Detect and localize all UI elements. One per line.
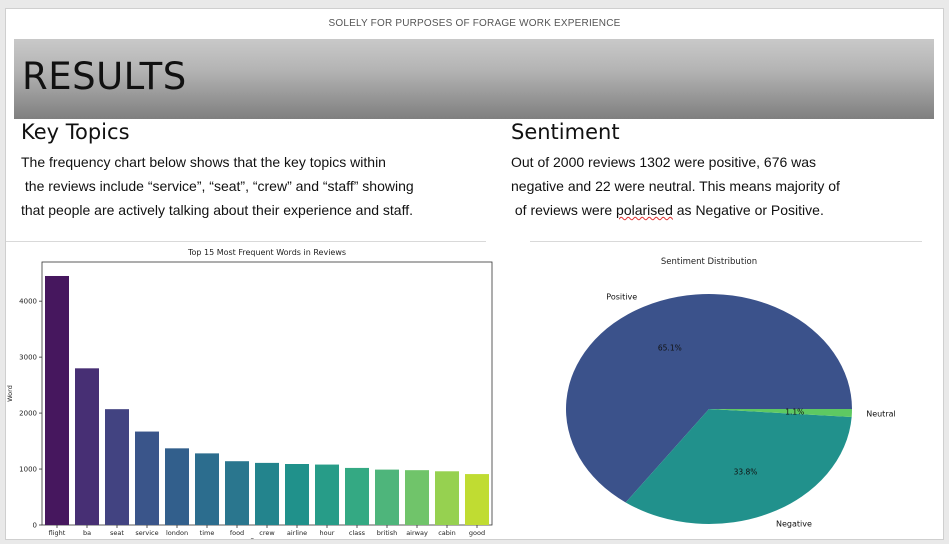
key-topics-paragraph: The frequency chart below shows that the…	[21, 150, 414, 222]
chart-title: Top 15 Most Frequent Words in Reviews	[187, 248, 346, 257]
bar	[45, 275, 69, 525]
divider	[6, 241, 486, 242]
chart-title: Sentiment Distribution	[661, 257, 757, 267]
pie-category-label: Negative	[776, 519, 812, 528]
bar	[75, 368, 99, 525]
bar	[255, 462, 279, 525]
key-topics-line: The frequency chart below shows that the…	[21, 154, 386, 170]
sentiment-line: of reviews were polarised as Negative or…	[511, 198, 840, 222]
bar	[345, 467, 369, 525]
x-axis-label: Frequency	[250, 537, 284, 539]
title-band: RESULTS	[14, 39, 934, 119]
x-tick-label: food	[230, 529, 244, 537]
header-note: SOLELY FOR PURPOSES OF FORAGE WORK EXPER…	[328, 18, 621, 29]
y-tick-label: 0	[33, 522, 37, 530]
key-topics-heading: Key Topics	[21, 120, 130, 144]
key-topics-line: the reviews include “service”, “seat”, “…	[21, 178, 414, 194]
bar	[195, 453, 219, 525]
x-tick-label: class	[349, 529, 366, 537]
sentiment-heading: Sentiment	[511, 120, 620, 144]
bar	[285, 464, 309, 525]
x-tick-label: service	[135, 529, 158, 537]
x-tick-label: hour	[320, 529, 335, 537]
pie-category-label: Neutral	[866, 409, 896, 418]
sentiment-paragraph: Out of 2000 reviews 1302 were positive, …	[511, 150, 840, 222]
x-tick-label: airway	[406, 529, 428, 537]
y-tick-label: 2000	[19, 410, 37, 418]
bar	[465, 474, 489, 525]
divider	[530, 241, 922, 242]
slide: SOLELY FOR PURPOSES OF FORAGE WORK EXPER…	[5, 8, 944, 540]
bar-chart: Top 15 Most Frequent Words in Reviews 0 10…	[6, 248, 493, 539]
sentiment-line: negative and 22 were neutral. This means…	[511, 178, 840, 194]
spellcheck-word: polarised	[616, 202, 673, 218]
pie-pct-label: 65.1%	[658, 344, 682, 353]
bar	[165, 448, 189, 525]
x-tick-label: london	[166, 529, 188, 537]
x-tick-label: cabin	[438, 529, 456, 537]
sentiment-line: Out of 2000 reviews 1302 were positive, …	[511, 154, 817, 170]
x-tick-label: time	[200, 529, 215, 537]
x-tick-label: british	[377, 529, 397, 537]
sentiment-line-part: as Negative or Positive.	[672, 202, 824, 218]
sentiment-line-part: of reviews were	[511, 202, 617, 218]
pie-category-label: Positive	[606, 292, 637, 301]
key-topics-line: that people are actively talking about t…	[21, 202, 413, 218]
y-tick-label: 1000	[19, 466, 37, 474]
bar	[375, 469, 399, 525]
bar	[435, 471, 459, 525]
pie-pct-label: 33.8%	[734, 467, 758, 476]
page-title: RESULTS	[22, 55, 187, 98]
x-tick-label: flight	[49, 529, 66, 537]
pie-pct-label: 1.1%	[785, 407, 804, 416]
y-axis-label: Word	[6, 385, 14, 402]
bar	[135, 431, 159, 525]
bar	[225, 461, 249, 525]
bar	[315, 464, 339, 525]
x-tick-label: airline	[287, 529, 307, 537]
y-tick-label: 3000	[19, 354, 37, 362]
x-tick-label: ba	[83, 529, 91, 537]
bar	[105, 409, 129, 525]
x-tick-label: crew	[259, 529, 275, 537]
x-tick-label: seat	[110, 529, 124, 537]
pie-slice	[625, 409, 852, 524]
x-tick-label: good	[469, 529, 485, 537]
pie-slice	[566, 294, 852, 503]
pie-slice	[709, 409, 852, 417]
y-tick-label: 4000	[19, 298, 37, 306]
pie-chart: Sentiment Distribution 65.1% Positive 33.8%…	[566, 257, 896, 528]
bar	[405, 470, 429, 525]
